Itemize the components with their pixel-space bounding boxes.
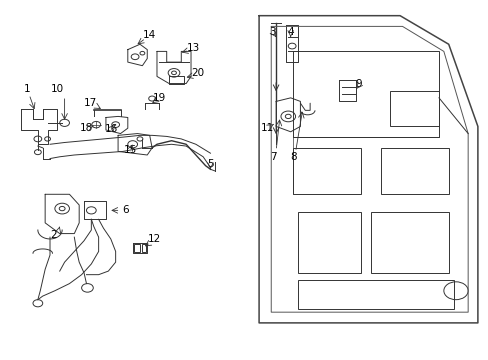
Bar bbox=[380, 148, 448, 194]
Bar bbox=[389, 91, 438, 126]
Bar bbox=[297, 212, 361, 273]
Bar bbox=[297, 280, 453, 309]
Text: 11: 11 bbox=[260, 123, 273, 133]
Text: 17: 17 bbox=[83, 98, 97, 108]
Bar bbox=[370, 212, 448, 273]
Text: 7: 7 bbox=[270, 152, 276, 162]
Text: 10: 10 bbox=[51, 84, 64, 94]
Text: 18: 18 bbox=[80, 123, 93, 133]
Text: 14: 14 bbox=[143, 30, 156, 40]
Bar bbox=[292, 148, 361, 194]
Text: 9: 9 bbox=[355, 78, 361, 89]
Bar bbox=[292, 51, 438, 137]
Text: 3: 3 bbox=[268, 27, 275, 37]
Text: 15: 15 bbox=[124, 145, 137, 155]
Text: 20: 20 bbox=[191, 68, 204, 78]
Text: 2: 2 bbox=[50, 230, 57, 240]
Text: 6: 6 bbox=[122, 205, 128, 215]
Text: 12: 12 bbox=[148, 234, 161, 244]
Text: 19: 19 bbox=[152, 93, 166, 103]
Text: 16: 16 bbox=[104, 124, 118, 134]
Text: 5: 5 bbox=[207, 159, 213, 169]
Bar bbox=[133, 244, 140, 252]
Text: 1: 1 bbox=[23, 84, 30, 94]
Text: 13: 13 bbox=[186, 43, 200, 53]
Text: 4: 4 bbox=[287, 27, 293, 37]
Bar bbox=[142, 244, 145, 252]
Text: 8: 8 bbox=[289, 152, 296, 162]
